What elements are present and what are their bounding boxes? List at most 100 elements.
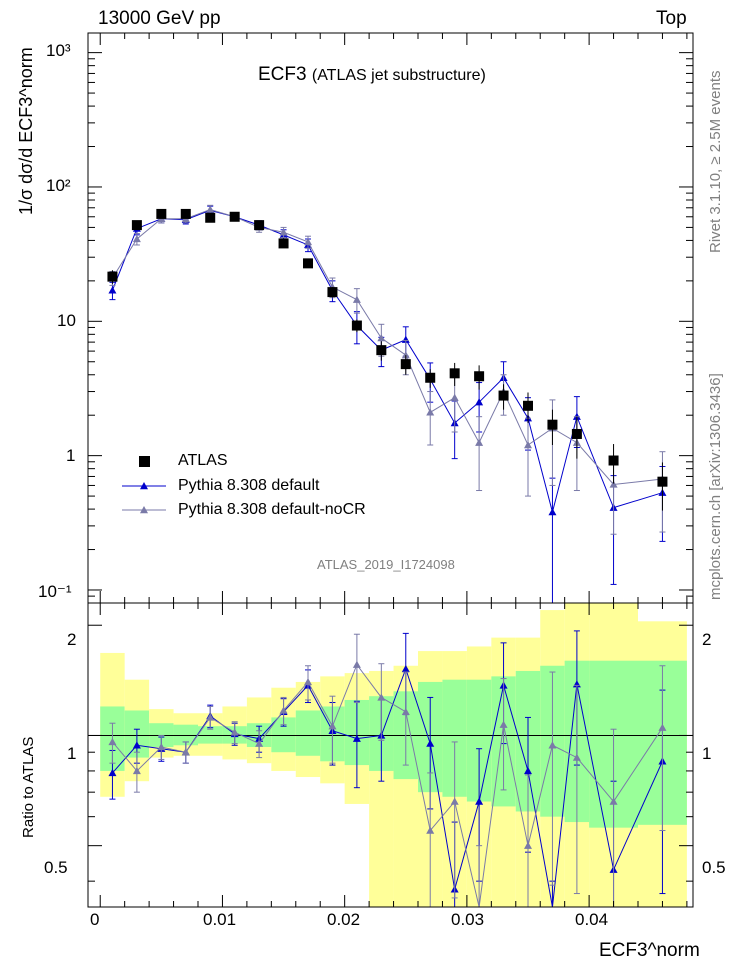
data-point	[254, 220, 265, 231]
rivet-label: Rivet 3.1.10, ≥ 2.5M events	[707, 70, 724, 254]
data-point	[328, 722, 337, 730]
data-point	[426, 739, 435, 747]
ratio-y-axis-label: Ratio to ATLAS	[20, 736, 37, 838]
data-point	[304, 677, 312, 686]
x-tick-label: 0.03	[451, 910, 485, 929]
data-point	[449, 368, 460, 379]
data-point	[304, 237, 312, 246]
ratio-y-tick-label: 2	[67, 630, 77, 649]
data-point	[657, 476, 668, 487]
ratio-band-inner	[295, 710, 321, 756]
data-point	[548, 741, 557, 749]
data-point	[108, 768, 117, 777]
plot-title-main: ECF3	[258, 64, 307, 85]
data-point	[377, 693, 386, 701]
data-point	[352, 734, 361, 742]
x-tick-label: 0.02	[327, 910, 361, 929]
data-point	[327, 287, 338, 298]
series-line	[112, 663, 663, 908]
data-point	[401, 335, 410, 343]
data-point	[426, 408, 435, 416]
data-point	[205, 212, 216, 223]
energy-label: 13000 GeV pp	[98, 8, 221, 29]
data-point	[450, 797, 459, 805]
data-point	[401, 707, 410, 716]
data-point	[609, 797, 618, 805]
data-point	[352, 295, 361, 303]
main-panel-series	[107, 204, 668, 604]
main-y-tick-label: 10⁻¹	[38, 582, 72, 601]
mcplots-label: mcplots.cern.ch [arXiv:1306.3436]	[707, 373, 724, 600]
ratio-y-tick-label-right: 0.5	[702, 858, 726, 877]
data-point	[450, 393, 459, 401]
legend-marker-pythia-nocr	[140, 506, 148, 514]
ratio-y-tick-label: 1	[67, 744, 77, 763]
ratio-panel-series	[108, 630, 667, 908]
data-point	[352, 660, 361, 668]
data-point	[401, 664, 410, 673]
data-point	[571, 428, 582, 439]
data-point	[572, 753, 581, 761]
data-point	[303, 258, 313, 269]
data-point	[401, 351, 410, 359]
x-axis-label: ECF3^norm	[599, 940, 700, 961]
data-point	[107, 271, 118, 282]
data-point	[278, 238, 289, 249]
data-point	[279, 706, 288, 714]
data-point	[475, 797, 484, 805]
data-point	[108, 286, 117, 294]
data-point	[523, 400, 533, 411]
data-point	[524, 441, 532, 449]
process-label: Top	[656, 8, 687, 29]
data-point	[547, 419, 558, 430]
data-point	[180, 208, 191, 219]
data-point	[157, 742, 166, 751]
ratio-y-tick-label-right: 1	[702, 744, 712, 763]
data-point	[181, 748, 190, 756]
data-point	[131, 220, 142, 231]
data-point	[377, 334, 386, 342]
data-point	[132, 741, 141, 749]
legend-label-pythia-default: Pythia 8.308 default	[178, 477, 320, 494]
data-point	[279, 228, 288, 236]
series-pythia-8-308-default	[108, 205, 667, 604]
data-point	[376, 345, 387, 356]
legend-label-pythia-nocr: Pythia 8.308 default-noCR	[178, 501, 366, 518]
ratio-panel-frame	[87, 602, 694, 908]
series-line	[111, 209, 663, 515]
data-point	[609, 480, 618, 488]
data-point	[475, 438, 484, 446]
data-point	[426, 826, 435, 834]
x-tick-label: 0.01	[203, 910, 237, 929]
plot-title: ECF3 (ATLAS jet substructure)	[258, 64, 486, 86]
data-point	[132, 766, 141, 775]
data-point	[658, 723, 667, 731]
x-tick-label: 0	[90, 910, 100, 929]
data-point	[425, 372, 436, 383]
data-point	[524, 766, 532, 775]
data-point	[548, 508, 557, 516]
data-point	[499, 720, 508, 728]
legend-marker-atlas	[139, 456, 150, 467]
data-point	[474, 371, 485, 382]
data-point	[230, 728, 239, 736]
axis-ticks	[88, 33, 693, 907]
main-y-tick-label: 1	[66, 446, 76, 465]
data-point	[475, 398, 484, 406]
main-y-axis-label: 1/σ dσ/d ECF3^norm	[16, 47, 36, 215]
panel-frames	[87, 32, 694, 908]
data-point	[498, 390, 509, 401]
ratio-band-inner	[198, 726, 223, 744]
main-y-tick-label: 10	[57, 311, 76, 330]
data-point	[229, 211, 240, 222]
main-y-tick-label: 10²	[46, 176, 71, 195]
main-y-tick-label: 10³	[46, 41, 71, 60]
data-point	[255, 739, 264, 747]
plot-title-sub: (ATLAS jet substructure)	[311, 67, 486, 84]
data-point	[608, 455, 619, 466]
ratio-y-tick-label: 0.5	[44, 858, 68, 877]
legend-label-atlas: ATLAS	[178, 452, 228, 469]
ratio-series-pythia-8-308-default-nocr	[108, 633, 667, 908]
data-point	[206, 713, 215, 721]
